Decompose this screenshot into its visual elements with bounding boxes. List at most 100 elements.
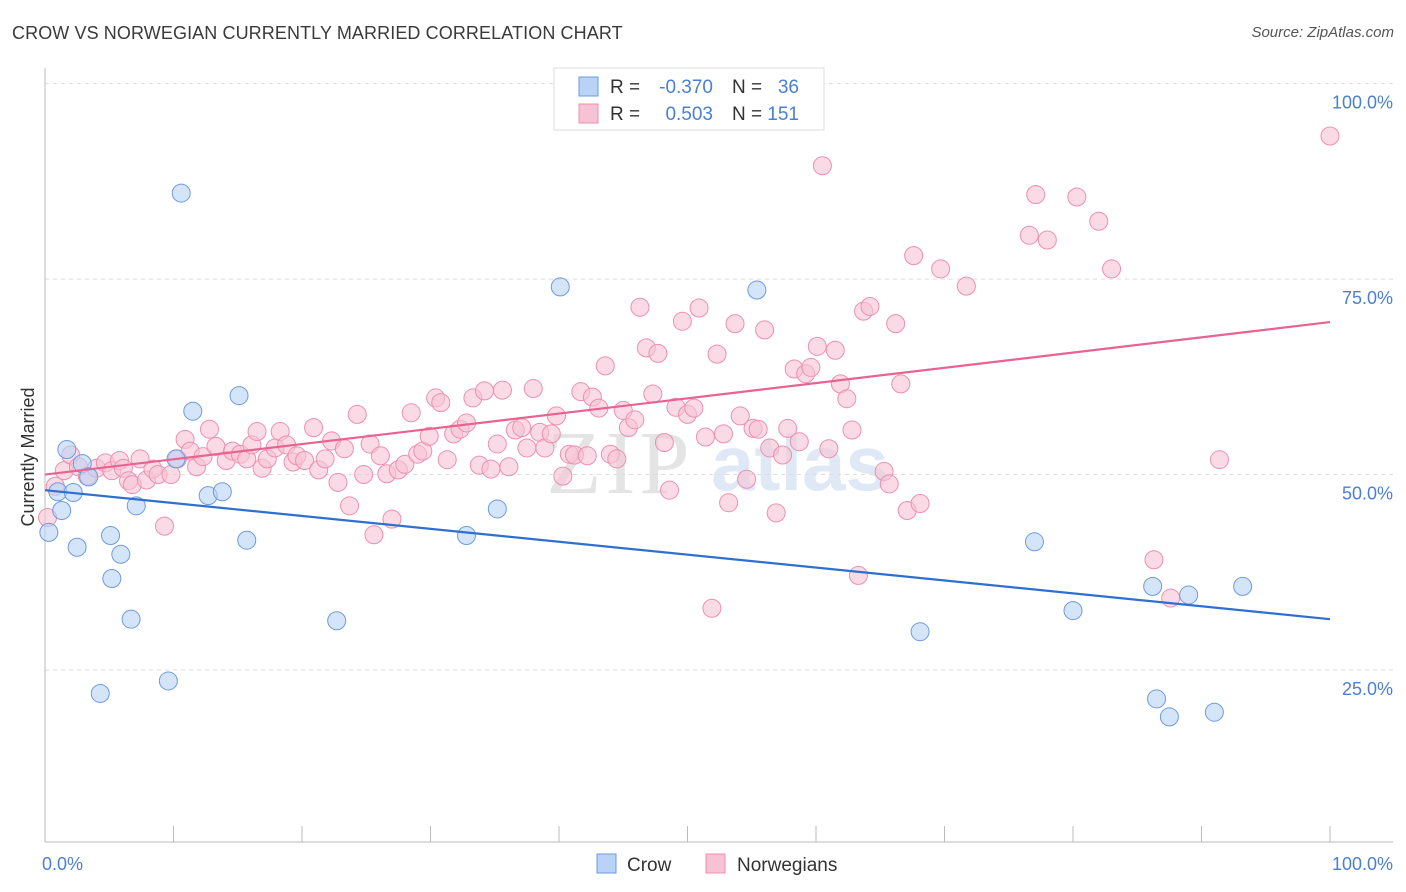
norwegians-point-111 — [730, 406, 750, 426]
y-tick-label-1: 75.0% — [1342, 288, 1393, 308]
trend-lines — [44, 320, 1331, 621]
norwegians-point-115 — [755, 320, 775, 340]
norwegians-point-112 — [737, 469, 757, 489]
norwegians-point-117 — [766, 503, 786, 523]
norwegians-point-148 — [1102, 259, 1122, 279]
y-tick-label-3: 25.0% — [1342, 679, 1393, 699]
y-axis-tick-labels: 100.0% 75.0% 50.0% 25.0% — [1332, 93, 1393, 699]
crow-n-value: 36 — [778, 77, 799, 98]
norwegians-point-135 — [879, 474, 899, 494]
crow-n-label: N = — [732, 77, 762, 98]
norwegians-trend-line — [44, 320, 1331, 476]
crow-point-0 — [39, 522, 59, 542]
norwegians-point-61 — [431, 393, 451, 413]
norwegians-point-103 — [684, 398, 704, 418]
norwegians-point-55 — [395, 454, 415, 474]
norwegians-point-146 — [1067, 187, 1087, 207]
nor-n-label: N = — [732, 104, 762, 125]
norwegians-point-76 — [523, 379, 543, 399]
norwegians-point-71 — [492, 380, 512, 400]
crow-point-25 — [550, 277, 570, 297]
norwegians-point-98 — [654, 432, 674, 452]
norwegians-point-88 — [595, 356, 615, 376]
nor-n-value: 151 — [767, 104, 799, 125]
norwegians-point-62 — [437, 450, 457, 470]
crow-point-24 — [487, 499, 507, 519]
y-tick-label-0: 100.0% — [1332, 93, 1393, 113]
norwegians-point-109 — [719, 493, 739, 513]
norwegians-point-56 — [401, 403, 421, 423]
x-tick-label-max: 100.0% — [1332, 854, 1393, 874]
source-credit: Source: ZipAtlas.com — [1251, 24, 1394, 41]
norwegians-point-105 — [695, 427, 715, 447]
norwegians-point-24 — [199, 419, 219, 439]
norwegians-point-125 — [812, 156, 832, 176]
x-axis-ticks — [44, 826, 1331, 842]
crow-point-22 — [327, 611, 347, 631]
norwegians-point-147 — [1089, 211, 1109, 231]
norwegians-point-47 — [347, 404, 367, 424]
crow-points — [39, 183, 1253, 727]
chart-title: CROW VS NORWEGIAN CURRENTLY MARRIED CORR… — [12, 23, 623, 43]
norwegians-point-114 — [748, 419, 768, 439]
norwegians-point-79 — [541, 424, 561, 444]
norwegians-point-39 — [295, 450, 315, 470]
crow-point-29 — [1063, 601, 1083, 621]
norwegians-point-51 — [370, 446, 390, 466]
norwegians-point-140 — [910, 493, 930, 513]
crow-point-14 — [158, 671, 178, 691]
norwegians-point-139 — [904, 246, 924, 266]
norwegians-point-75 — [517, 438, 537, 458]
crow-legend-swatch — [578, 76, 599, 97]
crow-point-26 — [747, 280, 767, 300]
norwegians-point-119 — [778, 418, 798, 438]
norwegians-point-145 — [1037, 230, 1057, 250]
crow-point-31 — [1147, 689, 1167, 709]
crow-trend-line — [44, 489, 1331, 621]
crow-point-17 — [183, 401, 203, 421]
norwegians-point-85 — [577, 446, 597, 466]
crow-point-27 — [910, 622, 930, 642]
norwegians-point-151 — [1209, 450, 1229, 470]
nor-r-value: 0.503 — [665, 104, 713, 125]
crow-point-16 — [171, 183, 191, 203]
norwegians-point-70 — [487, 434, 507, 454]
stats-legend: R = -0.370 N = 36 R = 0.503 N = 151 — [553, 67, 825, 131]
crow-point-33 — [1179, 585, 1199, 605]
norwegians-point-107 — [707, 344, 727, 364]
crow-point-11 — [111, 544, 131, 564]
crow-point-23 — [456, 526, 476, 546]
norwegians-point-72 — [499, 457, 519, 477]
norwegians-point-45 — [334, 439, 354, 459]
crow-point-2 — [52, 501, 72, 521]
norwegians-point-42 — [315, 449, 335, 469]
stats-legend-box — [553, 67, 825, 131]
norwegians-point-136 — [886, 314, 906, 334]
crow-point-13 — [126, 496, 146, 516]
norwegians-point-50 — [364, 525, 384, 545]
crow-point-7 — [79, 467, 99, 487]
norwegians-point-129 — [837, 389, 857, 409]
norwegians-point-108 — [713, 424, 733, 444]
norwegians-point-137 — [891, 374, 911, 394]
norwegians-point-94 — [630, 297, 650, 317]
norwegians-point-69 — [481, 459, 501, 479]
norwegians-point-90 — [607, 449, 627, 469]
y-tick-label-2: 50.0% — [1342, 484, 1393, 504]
crow-point-8 — [90, 683, 110, 703]
norwegians-point-149 — [1144, 550, 1164, 570]
y-axis-label: Currently Married — [18, 387, 38, 526]
crow-point-19 — [212, 482, 232, 502]
norwegians-point-17 — [155, 516, 175, 536]
norwegians-point-110 — [725, 314, 745, 334]
crow-point-12 — [121, 609, 141, 629]
crow-point-21 — [237, 530, 257, 550]
norwegians-point-133 — [860, 296, 880, 316]
norwegians-point-127 — [825, 340, 845, 360]
crow-point-3 — [57, 440, 77, 460]
crow-point-28 — [1024, 532, 1044, 552]
crow-point-34 — [1204, 702, 1224, 722]
norwegians-point-44 — [328, 472, 348, 492]
norwegians-point-97 — [648, 343, 668, 363]
norwegians-point-31 — [247, 422, 267, 442]
